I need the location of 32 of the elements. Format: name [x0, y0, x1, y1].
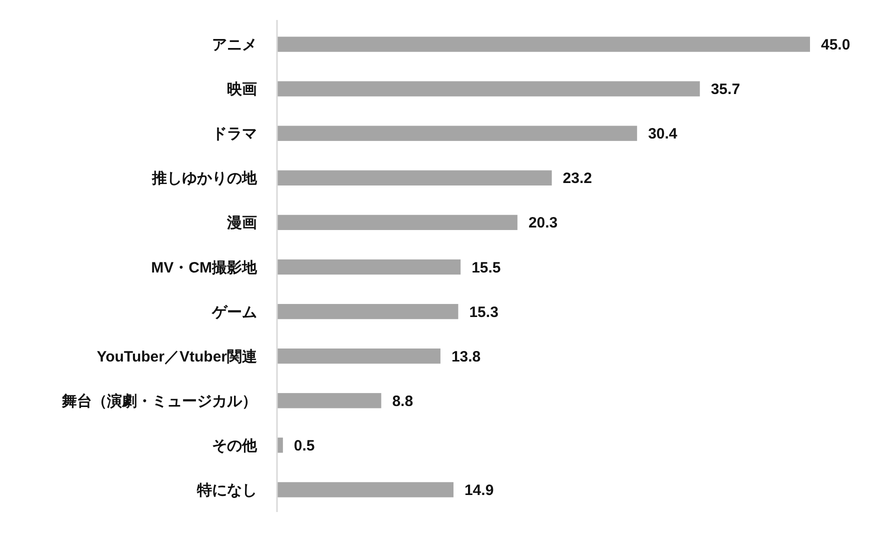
- data-label: 35.7: [710, 81, 740, 98]
- y-tick-label: ゲーム: [211, 304, 257, 321]
- y-tick-label: YouTuber／Vtuber関連: [96, 348, 258, 366]
- y-tick-label: MV・CM撮影地: [151, 259, 258, 276]
- bar: [277, 81, 700, 96]
- y-tick-label: 漫画: [226, 214, 257, 232]
- data-label: 30.4: [648, 126, 678, 143]
- data-label: 15.3: [469, 304, 498, 321]
- y-tick-label: 映画: [227, 81, 257, 98]
- bar: [277, 393, 382, 408]
- y-tick-label: その他: [212, 437, 258, 454]
- data-label: 14.9: [464, 482, 494, 499]
- bar: [277, 170, 552, 186]
- bar: [277, 482, 454, 498]
- y-tick-label: 推しゆかりの地: [151, 170, 258, 188]
- y-tick-label: 舞台（演劇・ミュージカル）: [61, 392, 257, 410]
- bar: [277, 259, 461, 275]
- y-tick-label: 特になし: [196, 482, 257, 499]
- y-tick-label: アニメ: [212, 36, 257, 54]
- data-label: 8.8: [392, 392, 414, 410]
- bar: [277, 214, 518, 230]
- data-label: 0.5: [294, 437, 315, 454]
- bar: [277, 348, 440, 364]
- bar: [277, 36, 810, 52]
- data-label: 20.3: [528, 214, 558, 232]
- bar: [277, 126, 638, 141]
- data-label: 13.8: [451, 348, 481, 366]
- bar: [277, 304, 458, 320]
- data-label: 23.2: [562, 170, 592, 188]
- data-label: 45.0: [821, 36, 850, 54]
- data-label: 15.5: [472, 259, 501, 276]
- y-tick-label: ドラマ: [212, 126, 257, 143]
